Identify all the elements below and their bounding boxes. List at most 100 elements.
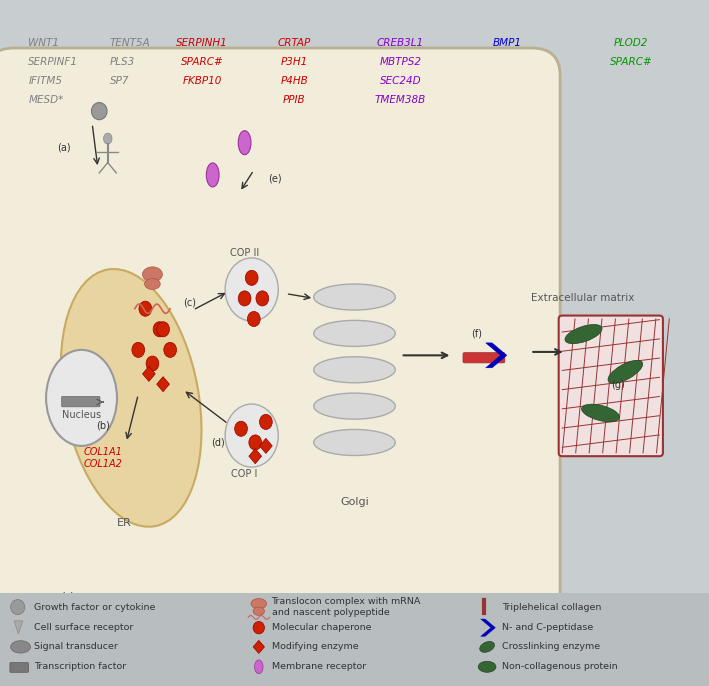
- FancyBboxPatch shape: [463, 353, 505, 363]
- Ellipse shape: [249, 435, 262, 450]
- Ellipse shape: [164, 342, 177, 357]
- FancyBboxPatch shape: [62, 397, 100, 407]
- Text: BMP1: BMP1: [493, 38, 521, 48]
- Text: (g): (g): [611, 379, 625, 390]
- Ellipse shape: [238, 291, 251, 306]
- Ellipse shape: [313, 357, 396, 383]
- Text: Transcription factor: Transcription factor: [34, 662, 126, 672]
- Ellipse shape: [132, 342, 145, 357]
- Ellipse shape: [235, 421, 247, 436]
- Text: TENT5A: TENT5A: [110, 38, 150, 48]
- Ellipse shape: [255, 660, 263, 674]
- Text: MESD*: MESD*: [28, 95, 64, 106]
- Ellipse shape: [11, 600, 25, 615]
- Ellipse shape: [225, 258, 278, 321]
- Text: SPARC#: SPARC#: [181, 57, 223, 67]
- Text: TMEM38B: TMEM38B: [375, 95, 426, 106]
- Polygon shape: [486, 343, 507, 368]
- Text: ER: ER: [117, 518, 131, 528]
- Ellipse shape: [480, 641, 494, 652]
- Text: Cell surface receptor: Cell surface receptor: [34, 623, 133, 632]
- Text: PPIB: PPIB: [283, 95, 306, 106]
- Text: SPARC#: SPARC#: [610, 57, 652, 67]
- Polygon shape: [259, 438, 272, 453]
- Text: Triplehelical collagen: Triplehelical collagen: [502, 602, 601, 612]
- Ellipse shape: [245, 270, 258, 285]
- Text: Crosslinking enzyme: Crosslinking enzyme: [502, 642, 600, 652]
- Ellipse shape: [104, 133, 112, 144]
- Text: (c): (c): [183, 297, 196, 307]
- Text: COP I: COP I: [231, 469, 258, 479]
- FancyBboxPatch shape: [0, 593, 709, 686]
- Text: MBTPS2: MBTPS2: [379, 57, 422, 67]
- Text: (f): (f): [471, 328, 483, 338]
- Text: Nucleus: Nucleus: [62, 410, 101, 420]
- Ellipse shape: [91, 103, 107, 120]
- Text: Extracellular matrix: Extracellular matrix: [531, 293, 635, 303]
- Text: FKBP10: FKBP10: [182, 76, 222, 86]
- Text: CRTAP: CRTAP: [278, 38, 311, 48]
- Ellipse shape: [253, 622, 264, 634]
- Ellipse shape: [11, 641, 30, 653]
- Text: Osteoblast: Osteoblast: [28, 592, 92, 605]
- Text: Growth factor or cytokine: Growth factor or cytokine: [34, 602, 155, 612]
- Polygon shape: [14, 621, 23, 634]
- Text: COP II: COP II: [230, 248, 259, 258]
- Ellipse shape: [251, 598, 267, 609]
- Ellipse shape: [581, 404, 620, 422]
- Text: P3H1: P3H1: [281, 57, 308, 67]
- Text: PLS3: PLS3: [110, 57, 135, 67]
- Ellipse shape: [139, 301, 152, 316]
- Text: Modifying enzyme: Modifying enzyme: [272, 642, 358, 652]
- Polygon shape: [249, 449, 262, 464]
- Text: Golgi: Golgi: [340, 497, 369, 508]
- Ellipse shape: [247, 311, 260, 327]
- Text: (b): (b): [96, 421, 110, 431]
- Ellipse shape: [146, 356, 159, 371]
- Text: CREB3L1: CREB3L1: [377, 38, 424, 48]
- Text: (a): (a): [57, 143, 70, 153]
- Text: Non-collagenous protein: Non-collagenous protein: [502, 662, 618, 672]
- Ellipse shape: [61, 269, 201, 527]
- Ellipse shape: [46, 350, 117, 446]
- Ellipse shape: [313, 320, 396, 346]
- Ellipse shape: [143, 267, 162, 282]
- Ellipse shape: [153, 322, 166, 337]
- Text: (d): (d): [211, 438, 225, 448]
- Ellipse shape: [313, 393, 396, 419]
- Ellipse shape: [225, 404, 278, 467]
- Ellipse shape: [478, 661, 496, 672]
- Text: SERPINF1: SERPINF1: [28, 57, 79, 67]
- Text: SEC24D: SEC24D: [380, 76, 421, 86]
- Polygon shape: [143, 366, 155, 381]
- Text: SERPINH1: SERPINH1: [177, 38, 228, 48]
- Text: (e): (e): [268, 174, 281, 184]
- Text: WNT1: WNT1: [28, 38, 60, 48]
- Text: PLOD2: PLOD2: [614, 38, 648, 48]
- Polygon shape: [481, 619, 496, 637]
- Ellipse shape: [157, 322, 169, 337]
- Text: Molecular chaperone: Molecular chaperone: [272, 623, 371, 632]
- FancyBboxPatch shape: [0, 48, 560, 617]
- Ellipse shape: [313, 284, 396, 310]
- Polygon shape: [157, 377, 169, 392]
- Text: Translocon complex with mRNA
and nascent polypeptide: Translocon complex with mRNA and nascent…: [272, 598, 421, 617]
- Text: COL1A1
COL1A2: COL1A1 COL1A2: [84, 447, 122, 469]
- Ellipse shape: [238, 130, 251, 155]
- Text: P4HB: P4HB: [280, 76, 308, 86]
- Text: Membrane receptor: Membrane receptor: [272, 662, 366, 672]
- FancyBboxPatch shape: [10, 663, 28, 672]
- Ellipse shape: [259, 414, 272, 429]
- Ellipse shape: [608, 360, 642, 383]
- Ellipse shape: [313, 429, 396, 456]
- Ellipse shape: [253, 607, 264, 615]
- Text: Signal transducer: Signal transducer: [34, 642, 118, 652]
- Text: IFITM5: IFITM5: [28, 76, 62, 86]
- FancyBboxPatch shape: [559, 316, 663, 456]
- Ellipse shape: [256, 291, 269, 306]
- Ellipse shape: [145, 279, 160, 289]
- Text: N- and C-peptidase: N- and C-peptidase: [502, 623, 593, 632]
- Ellipse shape: [206, 163, 219, 187]
- Text: SP7: SP7: [110, 76, 130, 86]
- Polygon shape: [253, 641, 264, 653]
